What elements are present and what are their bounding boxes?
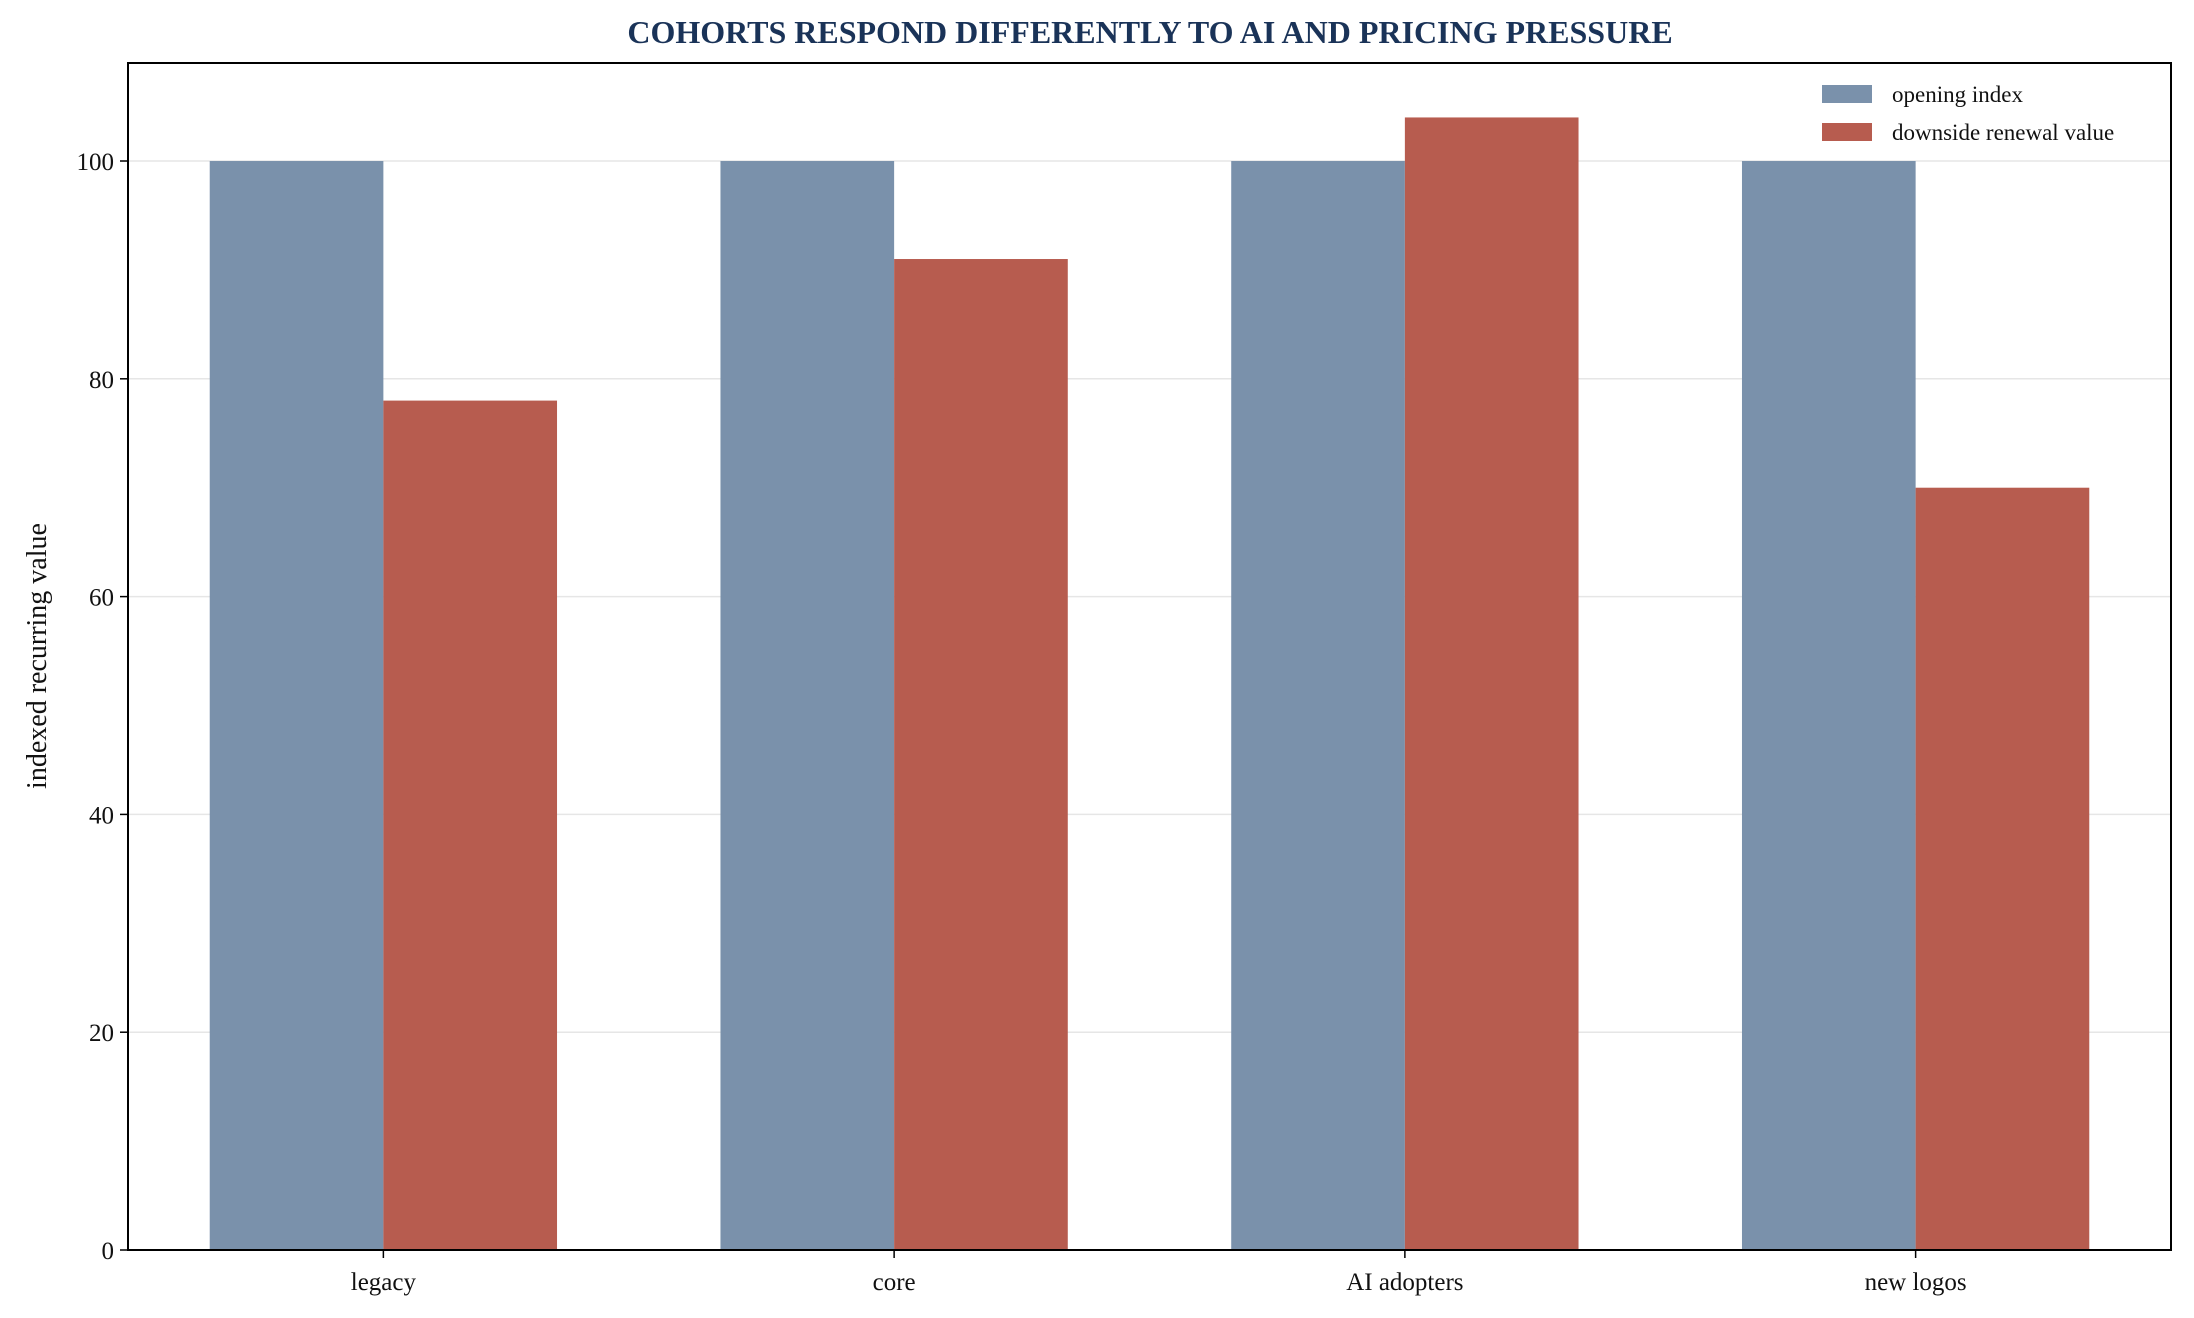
bar-opening-index xyxy=(720,161,895,1251)
y-tick-label: 100 xyxy=(77,149,115,176)
x-tick-label: core xyxy=(873,1269,916,1296)
legend-swatch xyxy=(1822,123,1872,141)
bar-downside-renewal-value xyxy=(894,259,1068,1251)
bar-opening-index xyxy=(1231,161,1405,1251)
legend-label: opening index xyxy=(1892,82,2023,107)
y-tick-label: 20 xyxy=(89,1020,114,1047)
bars xyxy=(209,117,2090,1251)
x-axis: legacy core AI adopters new logos xyxy=(351,1250,1967,1296)
legend-swatch xyxy=(1822,85,1872,103)
y-axis: 0 20 40 60 80 100 xyxy=(77,149,128,1265)
legend-label: downside renewal value xyxy=(1892,120,2114,145)
bar-opening-index xyxy=(1741,161,1916,1251)
bar-downside-renewal-value xyxy=(1915,487,2090,1250)
bar-opening-index xyxy=(209,161,384,1251)
bar-downside-renewal-value xyxy=(1404,117,1579,1250)
y-tick-label: 40 xyxy=(89,802,114,829)
x-tick-label: AI adopters xyxy=(1346,1269,1463,1296)
x-tick-label: legacy xyxy=(351,1269,417,1296)
legend: opening index downside renewal value xyxy=(1822,82,2114,145)
y-axis-label: indexed recurring value xyxy=(22,523,53,789)
y-tick-label: 0 xyxy=(102,1238,115,1265)
y-tick-label: 80 xyxy=(89,367,114,394)
plot-frame xyxy=(127,62,2172,1251)
bar-downside-renewal-value xyxy=(383,400,558,1250)
x-tick-label: new logos xyxy=(1865,1269,1967,1296)
y-tick-label: 60 xyxy=(89,585,114,612)
chart-title: COHORTS RESPOND DIFFERENTLY TO AI AND PR… xyxy=(627,14,1672,50)
